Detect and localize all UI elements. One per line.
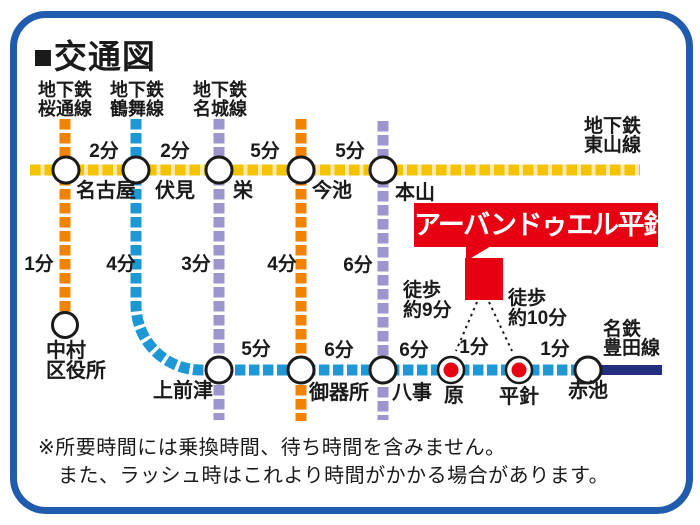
rounded-border-frame <box>10 11 693 514</box>
time-label: 1分 <box>24 254 54 275</box>
time-label: 2分 <box>89 141 119 162</box>
banner-tail <box>466 245 493 261</box>
line-label-text: 地下鉄 <box>193 80 247 100</box>
time-label: 4分 <box>106 254 136 275</box>
station-label-akaike: 赤池 <box>568 380 608 402</box>
line-label-higashiyama: 地下鉄 東山線 <box>584 117 641 155</box>
time-label: 1分 <box>540 339 570 360</box>
station-label-kamimaezu: 上前津 <box>153 380 213 402</box>
station-dot-yagoto <box>368 355 398 385</box>
line-label-text: 豊田線 <box>603 338 661 359</box>
station-dot-gokiso <box>286 355 316 385</box>
station-dot-nakamura-kuyakusho <box>51 311 79 339</box>
station-dot-motoyama <box>368 155 398 185</box>
time-label: 6分 <box>324 340 354 361</box>
line-label-text: 地下鉄 <box>110 80 164 100</box>
station-label-hara: 原 <box>444 385 464 407</box>
time-label: 1分 <box>459 337 489 358</box>
walk-label-line: 約10分 <box>508 308 568 329</box>
walk-dotted-line-hirabari <box>488 301 513 352</box>
line-label-text: 地下鉄 <box>38 80 92 100</box>
time-label: 5分 <box>241 339 271 360</box>
station-label-imaike: 今池 <box>312 180 352 202</box>
station-dot-akaike <box>573 355 603 385</box>
time-label: 6分 <box>399 340 429 361</box>
station-label-sakae: 栄 <box>233 180 253 202</box>
time-label: 2分 <box>160 141 190 162</box>
station-dot-sakae <box>204 155 234 185</box>
station-label-motoyama: 本山 <box>395 182 435 204</box>
page-title: ■交通図 <box>33 38 156 75</box>
line-label-text: 東山線 <box>584 135 642 156</box>
walk-label-hara: 徒歩 約9分 <box>403 281 452 321</box>
walk-label-hirabari: 徒歩 約10分 <box>508 289 567 329</box>
walk-dotted-line-hara <box>455 301 478 352</box>
station-dot-imaike <box>286 155 316 185</box>
station-label-gokiso: 御器所 <box>309 382 369 404</box>
station-dot-kamimaezu <box>204 355 234 385</box>
walk-label-line: 徒歩 <box>508 288 547 309</box>
station-label-nakamura-kuyakusho: 中村 区役所 <box>46 341 106 381</box>
station-label-nagoya: 名古屋 <box>76 180 136 202</box>
footnote-line-2: また、ラッシュ時はこれより時間がかかる場合があります。 <box>58 465 610 487</box>
station-label-line: 区役所 <box>46 360 106 382</box>
time-label: 6分 <box>343 255 373 276</box>
walk-label-line: 徒歩 <box>403 280 442 301</box>
station-dot-nagoya <box>51 155 81 185</box>
station-label-fushimi: 伏見 <box>155 180 195 202</box>
line-label-sakura-dori: 地下鉄 桜通線 <box>38 81 92 119</box>
station-label-yagoto: 八事 <box>392 382 432 404</box>
time-label: 4分 <box>267 254 297 275</box>
line-label-meitetsu-toyota: 名鉄 豊田線 <box>603 320 660 358</box>
property-name-banner: アーバンドゥエル平針 <box>414 203 670 247</box>
line-label-tsurumai: 地下鉄 鶴舞線 <box>110 81 164 119</box>
time-label: 5分 <box>250 141 280 162</box>
time-label: 3分 <box>181 254 211 275</box>
line-label-text: 桜通線 <box>38 99 92 119</box>
station-label-hirabari: 平針 <box>499 386 539 408</box>
footnote-line-1: ※所要時間には乗換時間、待ち時間を含みません。 <box>38 437 506 459</box>
property-location-square <box>465 258 503 300</box>
station-label-line: 中村 <box>46 340 86 362</box>
line-label-text: 鶴舞線 <box>110 99 164 119</box>
station-dot-hirabari-inner <box>511 362 527 378</box>
walk-label-line: 約9分 <box>403 300 452 321</box>
station-dot-hara-inner <box>443 362 459 378</box>
station-dot-fushimi <box>121 155 151 185</box>
line-label-text: 地下鉄 <box>584 116 642 137</box>
time-label: 5分 <box>335 141 365 162</box>
line-label-meijo: 地下鉄 名城線 <box>193 81 247 119</box>
line-label-text: 名鉄 <box>603 319 642 340</box>
line-label-text: 名城線 <box>193 99 247 119</box>
